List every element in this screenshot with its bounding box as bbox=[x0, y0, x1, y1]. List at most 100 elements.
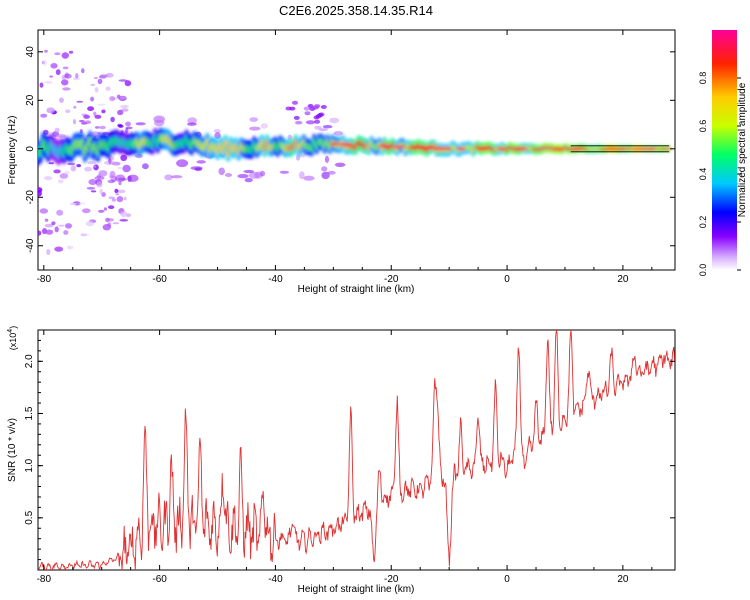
heatmap-core bbox=[476, 147, 491, 151]
heatmap-core bbox=[519, 147, 527, 151]
heatmap-speckle bbox=[124, 80, 132, 87]
heatmap-speckle bbox=[67, 162, 76, 166]
heatmap-speckle bbox=[237, 174, 249, 179]
colorbar-label: Normalized spectral amplitude bbox=[737, 82, 748, 217]
heatmap-speckle bbox=[44, 80, 53, 85]
heatmap-speckle bbox=[105, 217, 110, 223]
colorbar-tick-label: 0.8 bbox=[698, 72, 708, 85]
heatmap-speckle bbox=[314, 119, 321, 124]
heatmap-speckle bbox=[115, 193, 120, 196]
heatmap-core bbox=[646, 147, 658, 151]
snr-ytick-label: 1.5 bbox=[24, 406, 35, 420]
heatmap-speckle bbox=[259, 170, 266, 177]
heatmap-speckle bbox=[309, 107, 316, 111]
heatmap-speckle bbox=[97, 103, 106, 106]
snr-ylabel: SNR (10 * v/v) bbox=[7, 418, 18, 482]
heatmap-speckle bbox=[108, 205, 115, 210]
heatmap-speckle bbox=[98, 209, 105, 213]
colorbar-tick-label: 0.6 bbox=[698, 120, 708, 133]
snr-xtick-label: -40 bbox=[268, 574, 283, 585]
snr-series-line bbox=[38, 330, 675, 570]
heatmap-speckle bbox=[94, 87, 99, 93]
heatmap-speckle bbox=[120, 104, 129, 109]
colorbar: 0.0 0.2 0.4 0.6 0.8 Normalized spectral ampl… bbox=[698, 30, 748, 276]
heatmap-speckle bbox=[324, 155, 330, 163]
heatmap-speckle bbox=[118, 181, 122, 186]
heatmap-speckle bbox=[125, 126, 133, 130]
heatmap-speckle bbox=[87, 106, 95, 112]
heatmap-speckle bbox=[116, 189, 126, 194]
spectrogram-xtick-label: 20 bbox=[617, 274, 629, 285]
spectrogram-xtick-label: -40 bbox=[268, 274, 283, 285]
spectrogram-panel: -80 -60 -40 -20 0 20 -40 -20 0 20 40 Height of str… bbox=[7, 29, 676, 295]
heatmap-speckle bbox=[57, 179, 64, 184]
heatmap-speckle bbox=[38, 230, 42, 236]
heatmap-speckle bbox=[63, 230, 69, 235]
heatmap-speckle bbox=[115, 174, 126, 183]
heatmap-speckle bbox=[61, 75, 66, 80]
heatmap-speckle bbox=[321, 166, 328, 172]
heatmap-speckle bbox=[83, 233, 90, 237]
heatmap-speckle bbox=[154, 119, 165, 127]
heatmap-speckle bbox=[111, 97, 119, 100]
snr-ytick-label: 1.0 bbox=[24, 458, 35, 472]
heatmap-speckle bbox=[91, 131, 100, 137]
heatmap-speckle bbox=[39, 208, 49, 214]
heatmap-speckle bbox=[70, 165, 77, 172]
heatmap-speckle bbox=[314, 125, 322, 130]
heatmap-core bbox=[393, 145, 406, 149]
snr-scale-label: (x104) bbox=[7, 326, 18, 350]
heatmap-speckle bbox=[84, 120, 92, 124]
heatmap-core bbox=[455, 147, 467, 151]
heatmap-speckle bbox=[72, 77, 80, 81]
heatmap-speckle bbox=[56, 209, 64, 216]
heatmap-speckle bbox=[50, 63, 58, 69]
snr-ytick-label: 2.0 bbox=[24, 354, 35, 368]
heatmap-speckle bbox=[110, 116, 115, 123]
heatmap-speckle bbox=[292, 100, 298, 105]
heatmap-speckle bbox=[88, 179, 97, 185]
heatmap-speckle bbox=[93, 76, 98, 80]
heatmap-speckle bbox=[98, 170, 108, 177]
heatmap-core bbox=[604, 147, 620, 151]
heatmap-speckle bbox=[54, 127, 60, 133]
colorbar-tick-label: 0.2 bbox=[698, 216, 708, 229]
heatmap-speckle bbox=[90, 190, 97, 193]
spectrogram-ytick-label: 20 bbox=[25, 94, 36, 106]
heatmap-speckle bbox=[87, 161, 96, 165]
heatmap-speckle bbox=[93, 111, 97, 117]
heatmap-core bbox=[377, 144, 391, 148]
snr-panel: -80 -60 -40 -20 0 20 0.5 1.0 1.5 2.0 Height of st… bbox=[7, 326, 676, 595]
heatmap-speckle bbox=[187, 117, 197, 125]
heatmap-speckle bbox=[293, 115, 300, 120]
heatmap-band bbox=[38, 127, 672, 167]
heatmap-speckle bbox=[123, 196, 127, 201]
heatmap-speckle bbox=[101, 192, 106, 197]
heatmap-speckle bbox=[187, 122, 197, 126]
heatmap-speckle bbox=[83, 114, 90, 119]
colorbar-gradient bbox=[712, 30, 737, 270]
snr-xtick-label: 20 bbox=[617, 574, 629, 585]
heatmap-speckle bbox=[101, 109, 106, 114]
heatmap-speckle bbox=[64, 170, 70, 175]
heatmap-speckle bbox=[109, 96, 115, 102]
spectrogram-xtick-label: 0 bbox=[504, 274, 510, 285]
heatmap-speckle bbox=[41, 60, 45, 65]
heatmap-speckle bbox=[117, 109, 124, 116]
heatmap-speckle bbox=[244, 178, 253, 183]
spectrogram-ytick-label: 0 bbox=[25, 146, 36, 152]
spectrogram-xtick-label: -60 bbox=[152, 274, 167, 285]
snr-axes: -80 -60 -40 -20 0 20 0.5 1.0 1.5 2.0 bbox=[24, 330, 675, 585]
spectrogram-xlabel: Height of straight line (km) bbox=[298, 284, 415, 295]
heatmap-speckle bbox=[46, 107, 55, 114]
heatmap-speckle bbox=[78, 202, 86, 205]
heatmap-speckle bbox=[72, 119, 77, 125]
heatmap-speckle bbox=[46, 248, 51, 256]
heatmap-speckle bbox=[307, 104, 314, 108]
heatmap-speckle bbox=[107, 179, 116, 184]
heatmap-speckle bbox=[322, 125, 333, 129]
heatmap-speckle bbox=[81, 68, 85, 74]
heatmap-speckle bbox=[97, 78, 103, 85]
heatmap-speckle bbox=[40, 113, 48, 118]
heatmap-speckle bbox=[249, 126, 261, 131]
